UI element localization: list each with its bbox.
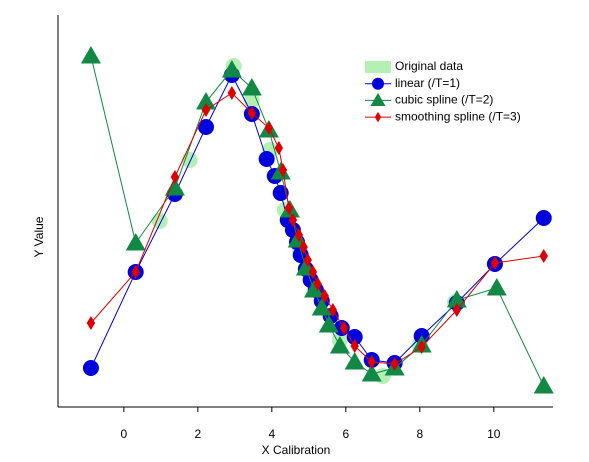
x-axis-label: X Calibration xyxy=(262,443,331,457)
legend-label: Original data xyxy=(395,59,463,73)
data-point xyxy=(243,92,260,108)
x-tick-label: 8 xyxy=(416,427,423,441)
data-point xyxy=(258,151,275,167)
data-point xyxy=(328,303,338,317)
data-point xyxy=(533,376,554,394)
data-point xyxy=(82,360,99,376)
data-point xyxy=(247,106,257,120)
data-point xyxy=(350,339,359,353)
data-point xyxy=(80,46,101,64)
data-point xyxy=(367,355,376,369)
legend-label: cubic spline (/T=2) xyxy=(395,93,493,107)
data-point xyxy=(304,280,325,298)
y-axis-label: Y Value xyxy=(32,216,46,257)
legend-label: linear (/T=1) xyxy=(395,76,460,90)
data-point xyxy=(486,278,507,296)
data-point xyxy=(318,315,339,333)
data-point xyxy=(452,303,462,317)
x-tick-label: 0 xyxy=(121,427,128,441)
data-point xyxy=(344,352,365,370)
data-point xyxy=(539,249,548,263)
data-point xyxy=(303,253,312,267)
data-point xyxy=(164,178,185,196)
data-point xyxy=(264,121,274,135)
data-point xyxy=(125,233,146,251)
data-point xyxy=(278,163,288,177)
data-point xyxy=(339,321,349,335)
data-point xyxy=(361,364,382,382)
x-tick-label: 6 xyxy=(342,427,349,441)
series-line xyxy=(90,55,545,387)
data-point xyxy=(313,277,322,291)
data-point xyxy=(181,152,198,168)
data-point xyxy=(131,265,140,279)
data-point xyxy=(417,340,426,354)
data-point xyxy=(535,210,552,226)
data-point xyxy=(299,240,308,254)
data-point xyxy=(311,298,332,316)
data-point xyxy=(274,141,284,155)
legend-patch xyxy=(365,61,391,73)
data-point xyxy=(197,119,214,135)
data-point xyxy=(346,329,363,345)
x-tick-label: 2 xyxy=(194,427,201,441)
legend-marker xyxy=(370,92,386,107)
legend-marker xyxy=(374,111,382,123)
legend-marker xyxy=(372,77,384,90)
data-point xyxy=(308,265,318,279)
data-point xyxy=(241,78,262,96)
data-point xyxy=(390,357,399,371)
data-point xyxy=(86,316,96,330)
data-point xyxy=(195,92,216,110)
x-tick-label: 4 xyxy=(268,427,275,441)
data-point xyxy=(170,170,180,184)
data-point xyxy=(221,60,242,78)
data-point xyxy=(201,103,211,117)
data-point xyxy=(490,256,500,270)
x-tick-label: 10 xyxy=(487,427,501,441)
data-point xyxy=(320,289,329,303)
data-point xyxy=(329,336,350,354)
legend-label: smoothing spline (/T=3) xyxy=(395,109,521,123)
data-point xyxy=(288,213,298,227)
data-point xyxy=(294,228,304,242)
data-point xyxy=(227,86,237,100)
data-point xyxy=(284,201,294,215)
